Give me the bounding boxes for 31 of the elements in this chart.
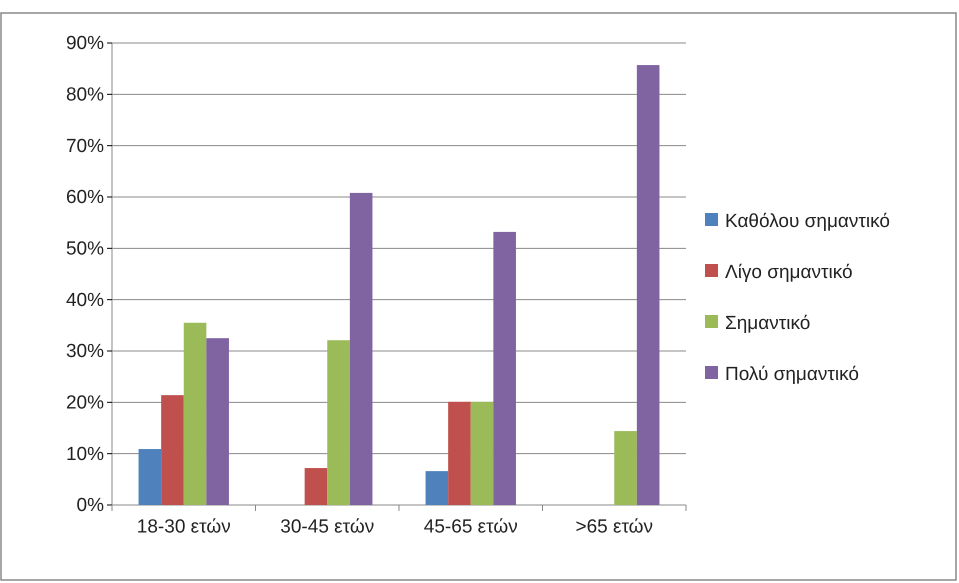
y-tick-label: 30%	[66, 341, 104, 362]
y-tick-label: 20%	[66, 392, 104, 414]
y-tick-label: 0%	[76, 495, 104, 516]
bar	[161, 395, 184, 505]
legend-label: Σημαντικό	[725, 313, 810, 334]
x-tick-label: 30-45 ετών	[280, 516, 374, 538]
y-tick-label: 10%	[66, 444, 104, 465]
bar	[470, 402, 494, 505]
x-tick-label: 18-30 ετών	[136, 516, 231, 538]
x-tick-label: 45-65 ετών	[424, 516, 518, 538]
bar	[350, 192, 372, 505]
bar	[327, 340, 350, 505]
bar	[138, 449, 162, 505]
bar	[426, 471, 448, 505]
y-tick-label: 70%	[66, 136, 104, 157]
y-tick-label: 40%	[66, 290, 104, 311]
y-tick-label: 80%	[66, 84, 104, 106]
y-tick-label: 50%	[66, 238, 104, 260]
bar	[493, 232, 516, 505]
bar	[636, 65, 660, 505]
legend-label: Καθόλου σημαντικό	[725, 211, 890, 232]
bar	[184, 322, 206, 505]
bar	[304, 468, 328, 505]
legend-label: Λίγο σημαντικό	[725, 262, 853, 283]
bar	[206, 338, 229, 505]
bar	[448, 402, 471, 505]
y-tick-label: 90%	[66, 33, 104, 54]
y-tick-label: 60%	[66, 187, 104, 208]
legend-label: Πολύ σημαντικό	[725, 364, 859, 385]
bar	[614, 431, 637, 505]
x-tick-label: >65 ετών	[575, 516, 654, 538]
